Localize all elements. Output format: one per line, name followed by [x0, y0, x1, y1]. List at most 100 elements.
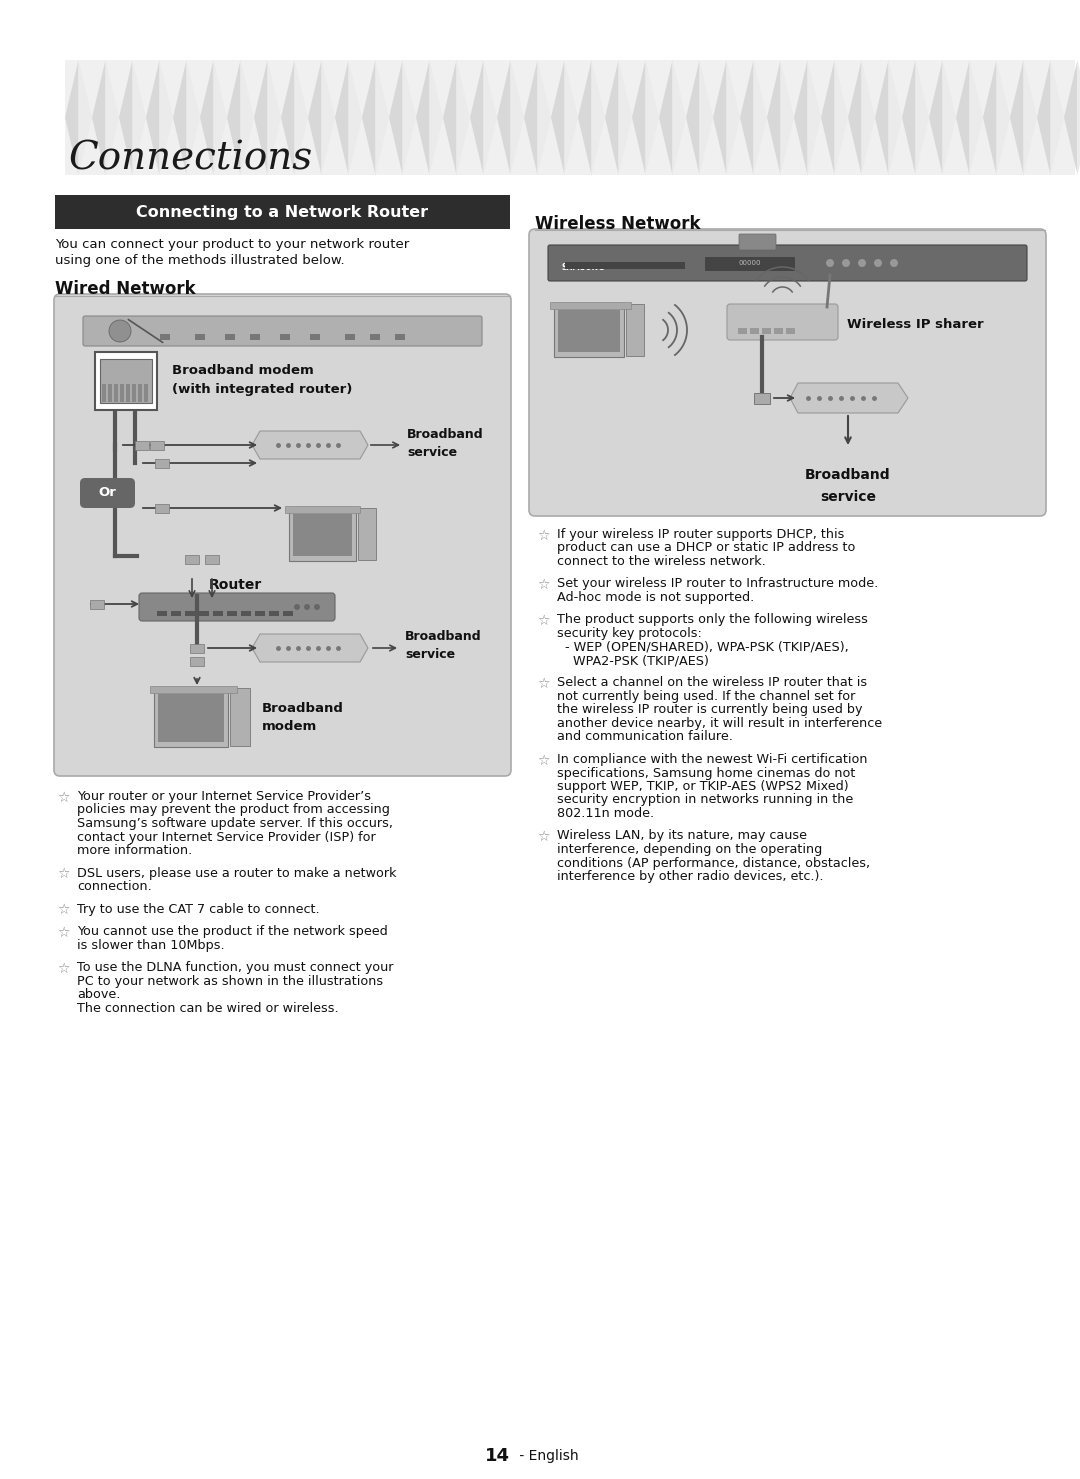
Text: ☆: ☆: [57, 926, 69, 941]
Text: Wireless IP sharer: Wireless IP sharer: [847, 318, 984, 330]
Text: interference, depending on the operating: interference, depending on the operating: [557, 843, 822, 856]
Bar: [90, 600, 104, 609]
Bar: [144, 385, 148, 402]
Bar: [126, 385, 130, 402]
Bar: [160, 334, 170, 340]
Polygon shape: [1010, 61, 1024, 175]
Circle shape: [874, 259, 882, 268]
Text: Router: Router: [208, 578, 261, 592]
Polygon shape: [848, 61, 862, 175]
FancyBboxPatch shape: [139, 593, 335, 621]
Bar: [190, 643, 204, 654]
FancyBboxPatch shape: [95, 352, 157, 410]
FancyBboxPatch shape: [548, 246, 1027, 281]
Text: Connections: Connections: [68, 141, 312, 177]
Polygon shape: [65, 61, 79, 175]
Bar: [195, 334, 205, 340]
Polygon shape: [565, 61, 578, 175]
Text: ☆: ☆: [57, 904, 69, 917]
Text: Broadband
service: Broadband service: [405, 630, 482, 661]
Text: The connection can be wired or wireless.: The connection can be wired or wireless.: [77, 1001, 339, 1015]
Text: interference by other radio devices, etc.).: interference by other radio devices, etc…: [557, 870, 824, 883]
Bar: [138, 385, 141, 402]
FancyBboxPatch shape: [150, 686, 237, 694]
Polygon shape: [187, 61, 200, 175]
Circle shape: [109, 319, 131, 342]
Text: specifications, Samsung home cinemas do not: specifications, Samsung home cinemas do …: [557, 766, 855, 779]
Polygon shape: [173, 61, 187, 175]
Bar: [754, 393, 770, 404]
FancyBboxPatch shape: [357, 507, 376, 561]
Text: ☆: ☆: [57, 791, 69, 805]
Polygon shape: [754, 61, 767, 175]
Bar: [786, 328, 795, 334]
Polygon shape: [619, 61, 632, 175]
FancyBboxPatch shape: [289, 507, 356, 561]
Text: Try to use the CAT 7 cable to connect.: Try to use the CAT 7 cable to connect.: [77, 902, 320, 916]
Bar: [135, 441, 149, 450]
Circle shape: [294, 603, 300, 609]
Polygon shape: [943, 61, 956, 175]
Text: ☆: ☆: [537, 578, 550, 593]
Polygon shape: [983, 61, 997, 175]
Polygon shape: [835, 61, 848, 175]
Polygon shape: [889, 61, 902, 175]
Text: Broadband
modem: Broadband modem: [262, 701, 343, 732]
Text: contact your Internet Service Provider (ISP) for: contact your Internet Service Provider (…: [77, 831, 376, 843]
Bar: [120, 385, 124, 402]
Polygon shape: [916, 61, 929, 175]
Polygon shape: [727, 61, 740, 175]
Text: In compliance with the newest Wi-Fi certification: In compliance with the newest Wi-Fi cert…: [557, 753, 867, 766]
Text: Wireless LAN, by its nature, may cause: Wireless LAN, by its nature, may cause: [557, 830, 807, 843]
Text: DSL users, please use a router to make a network: DSL users, please use a router to make a…: [77, 867, 396, 880]
Polygon shape: [146, 61, 160, 175]
Bar: [227, 611, 237, 615]
Polygon shape: [1024, 61, 1037, 175]
Polygon shape: [470, 61, 484, 175]
Text: WPA2-PSK (TKIP/AES): WPA2-PSK (TKIP/AES): [557, 654, 708, 667]
Text: ☆: ☆: [57, 961, 69, 976]
Circle shape: [842, 259, 850, 268]
Polygon shape: [538, 61, 551, 175]
Polygon shape: [821, 61, 835, 175]
Bar: [345, 334, 355, 340]
FancyBboxPatch shape: [154, 688, 228, 747]
Bar: [199, 611, 210, 615]
Bar: [762, 328, 771, 334]
Text: 802.11n mode.: 802.11n mode.: [557, 808, 654, 819]
Bar: [395, 334, 405, 340]
Polygon shape: [700, 61, 713, 175]
Polygon shape: [592, 61, 605, 175]
Text: If your wireless IP router supports DHCP, this: If your wireless IP router supports DHCP…: [557, 528, 845, 541]
Polygon shape: [403, 61, 416, 175]
Bar: [157, 611, 167, 615]
Text: SAMSUNG: SAMSUNG: [562, 263, 606, 272]
Polygon shape: [389, 61, 403, 175]
Polygon shape: [281, 61, 295, 175]
Text: another device nearby, it will result in interference: another device nearby, it will result in…: [557, 717, 882, 731]
FancyBboxPatch shape: [83, 317, 482, 346]
Text: You cannot use the product if the network speed: You cannot use the product if the networ…: [77, 924, 388, 938]
Polygon shape: [497, 61, 511, 175]
Polygon shape: [1051, 61, 1064, 175]
Text: You can connect your product to your network router: You can connect your product to your net…: [55, 238, 409, 251]
Text: ☆: ☆: [537, 831, 550, 845]
Polygon shape: [646, 61, 659, 175]
Polygon shape: [767, 61, 781, 175]
Polygon shape: [416, 61, 430, 175]
Polygon shape: [808, 61, 821, 175]
FancyBboxPatch shape: [739, 234, 777, 250]
Bar: [269, 611, 279, 615]
Text: Samsung’s software update server. If this occurs,: Samsung’s software update server. If thi…: [77, 816, 393, 830]
Text: The product supports only the following wireless: The product supports only the following …: [557, 614, 868, 627]
Circle shape: [826, 259, 834, 268]
Polygon shape: [443, 61, 457, 175]
Circle shape: [303, 603, 310, 609]
Polygon shape: [484, 61, 497, 175]
Bar: [102, 385, 106, 402]
Polygon shape: [322, 61, 335, 175]
Text: Select a channel on the wireless IP router that is: Select a channel on the wireless IP rout…: [557, 676, 867, 689]
Bar: [132, 385, 136, 402]
Polygon shape: [252, 430, 368, 458]
Polygon shape: [227, 61, 241, 175]
